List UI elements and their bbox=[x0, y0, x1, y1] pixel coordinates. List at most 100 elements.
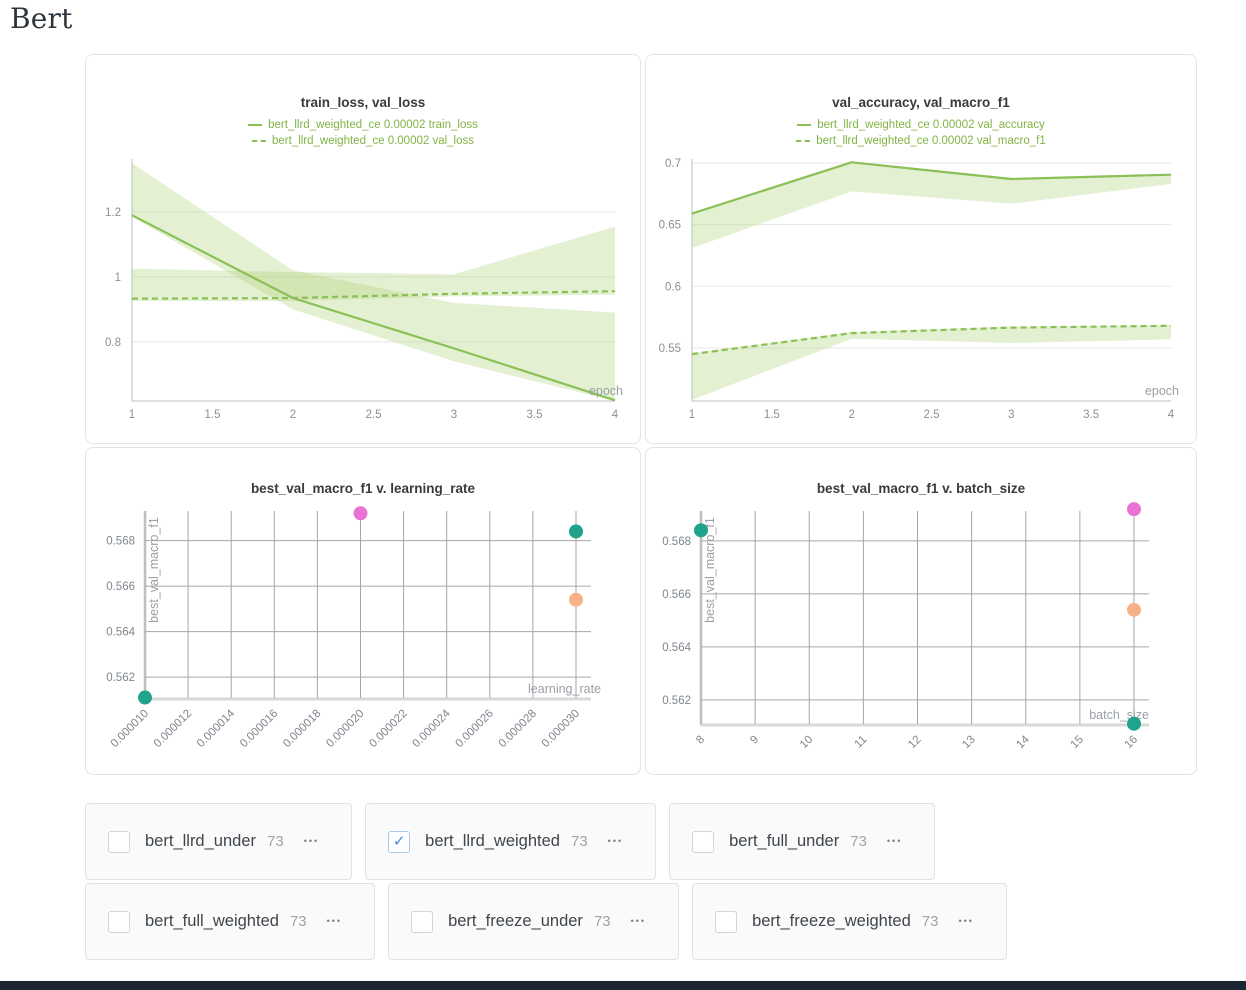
dashed-line-swatch-icon bbox=[251, 140, 266, 142]
val-accuracy-val-macro-f1-chart-canvas[interactable]: 0.55 0.6 0.65 0.7 1 1.5 2 2.5 3 3.5 4 epoch bbox=[646, 55, 1196, 443]
run-count-badge: 73 bbox=[850, 833, 867, 850]
run-card-bert_llrd_weighted[interactable]: ✓ bert_llrd_weighted 73 ••• bbox=[365, 803, 657, 880]
series-line-val_macro_f1[interactable] bbox=[691, 324, 1172, 356]
x-tick-label: 3.5 bbox=[1083, 409, 1099, 421]
y-axis-title: best_val_macro_f1 bbox=[147, 517, 161, 623]
legend-label: bert_llrd_weighted_ce 0.00002 train_loss bbox=[268, 119, 478, 131]
run-count-badge: 73 bbox=[289, 913, 307, 930]
checkbox-unchecked-icon[interactable] bbox=[715, 910, 738, 933]
run-card-bert_full_under[interactable]: bert_full_under 73 ••• bbox=[669, 803, 936, 880]
scatter-point-salmon[interactable] bbox=[569, 592, 583, 607]
x-tick-label: 11 bbox=[853, 734, 870, 751]
run-name[interactable]: bert_llrd_weighted bbox=[425, 832, 560, 850]
legend-item[interactable]: bert_llrd_weighted_ce 0.00002 val_macro_… bbox=[796, 133, 1046, 149]
run-card-bert_full_weighted[interactable]: bert_full_weighted 73 ••• bbox=[85, 883, 376, 960]
checkbox-unchecked-icon[interactable] bbox=[108, 910, 130, 933]
x-tick-label: 8 bbox=[694, 734, 707, 747]
x-tick-label: 10 bbox=[798, 734, 816, 752]
scatter-point-teal[interactable] bbox=[138, 690, 152, 705]
x-tick-label: 2.5 bbox=[366, 409, 382, 421]
x-tick-label: 0.000028 bbox=[497, 708, 539, 750]
page-title: Bert bbox=[10, 2, 73, 35]
series-band-val_accuracy bbox=[692, 162, 1171, 249]
x-tick-label: 1 bbox=[129, 409, 135, 421]
legend-item[interactable]: bert_llrd_weighted_ce 0.00002 train_loss bbox=[248, 117, 478, 133]
run-selector: bert_llrd_under 73 ••• ✓ bert_llrd_weighted 7… bbox=[85, 803, 1007, 960]
y-tick-label: 0.566 bbox=[106, 581, 135, 593]
overflow-menu-icon[interactable]: ••• bbox=[303, 836, 320, 846]
y-tick-label: 0.562 bbox=[106, 672, 135, 684]
chart-title: best_val_macro_f1 v. batch_size bbox=[816, 481, 1026, 496]
legend-label: bert_llrd_weighted_ce 0.00002 val_accura… bbox=[817, 119, 1045, 131]
scatter-point-teal[interactable] bbox=[694, 523, 708, 538]
run-name[interactable]: bert_full_weighted bbox=[145, 912, 279, 930]
x-tick-label: 2 bbox=[290, 409, 296, 421]
train-loss-val-loss-chart-canvas[interactable]: 0.8 1 1.2 1 1.5 2 2.5 3 3.5 4 epoch bbox=[86, 55, 640, 443]
x-tick-label: 12 bbox=[906, 734, 924, 752]
y-tick-label: 0.8 bbox=[105, 337, 121, 349]
overflow-menu-icon[interactable]: ••• bbox=[630, 916, 647, 926]
x-tick-label: 1 bbox=[689, 409, 695, 421]
x-tick-label: 0.000022 bbox=[367, 708, 409, 750]
x-tick-label: 0.000018 bbox=[281, 708, 323, 750]
x-tick-label: 15 bbox=[1068, 734, 1086, 752]
chart-card-train-loss-val-loss: train_loss, val_loss bert_llrd_weighted_… bbox=[85, 54, 641, 444]
scatter-point-magenta[interactable] bbox=[353, 506, 368, 521]
x-axis-title: learning_rate bbox=[528, 682, 601, 696]
x-tick-label: 2.5 bbox=[924, 409, 940, 421]
run-name[interactable]: bert_freeze_weighted bbox=[752, 912, 911, 930]
chart-title: best_val_macro_f1 v. learning_rate bbox=[250, 481, 476, 496]
x-axis-title: batch_size bbox=[1089, 708, 1149, 722]
run-card-bert_freeze_weighted[interactable]: bert_freeze_weighted 73 ••• bbox=[692, 883, 1007, 960]
x-tick-label: 1.5 bbox=[205, 409, 221, 421]
overflow-menu-icon[interactable]: ••• bbox=[607, 836, 624, 846]
x-tick-label: 0.000026 bbox=[454, 708, 496, 750]
y-tick-label: 0.564 bbox=[106, 627, 135, 639]
checkbox-unchecked-icon[interactable] bbox=[411, 910, 434, 933]
x-tick-label: 0.000030 bbox=[540, 708, 582, 750]
checkbox-unchecked-icon[interactable] bbox=[692, 830, 715, 853]
x-tick-label: 0.000012 bbox=[152, 708, 194, 750]
run-card-bert_freeze_under[interactable]: bert_freeze_under 73 ••• bbox=[388, 883, 680, 960]
x-tick-label: 0.000014 bbox=[195, 707, 238, 750]
scatter-point-teal[interactable] bbox=[1127, 716, 1141, 731]
chart-title: train_loss, val_loss bbox=[300, 95, 426, 110]
x-tick-label: 3 bbox=[1008, 409, 1014, 421]
series-line-train_loss[interactable] bbox=[131, 214, 616, 402]
scatter-point-teal[interactable] bbox=[569, 524, 583, 539]
overflow-menu-icon[interactable]: ••• bbox=[326, 916, 343, 926]
bottom-bar bbox=[0, 981, 1246, 990]
checkbox-unchecked-icon[interactable] bbox=[108, 830, 130, 853]
run-card-bert_llrd_under[interactable]: bert_llrd_under 73 ••• bbox=[85, 803, 353, 880]
chart-card-f1-vs-batch-size: best_val_macro_f1 v. batch_size 8 9 10 11 12… bbox=[645, 447, 1197, 775]
scatter-point-magenta[interactable] bbox=[1127, 502, 1141, 517]
x-tick-label: 16 bbox=[1123, 734, 1141, 752]
run-count-badge: 73 bbox=[267, 833, 284, 850]
legend-item[interactable]: bert_llrd_weighted_ce 0.00002 val_accura… bbox=[797, 117, 1045, 133]
overflow-menu-icon[interactable]: ••• bbox=[886, 836, 903, 846]
run-count-badge: 73 bbox=[570, 833, 588, 850]
x-tick-label: 9 bbox=[748, 734, 761, 747]
run-name[interactable]: bert_full_under bbox=[729, 832, 840, 850]
series-line-val_accuracy[interactable] bbox=[691, 161, 1172, 215]
y-tick-label: 0.65 bbox=[659, 220, 681, 232]
x-tick-label: 0.000016 bbox=[238, 708, 280, 750]
dashed-line-swatch-icon bbox=[796, 140, 811, 142]
y-tick-label: 0.566 bbox=[662, 589, 691, 601]
run-name[interactable]: bert_llrd_under bbox=[145, 832, 256, 850]
y-tick-label: 0.562 bbox=[662, 695, 691, 707]
chart-legend: bert_llrd_weighted_ce 0.00002 train_loss… bbox=[86, 117, 640, 149]
checkbox-checked-icon[interactable]: ✓ bbox=[388, 830, 411, 853]
x-tick-label: 4 bbox=[612, 409, 619, 421]
overflow-menu-icon[interactable]: ••• bbox=[958, 916, 974, 926]
scatter-point-salmon[interactable] bbox=[1127, 602, 1141, 617]
legend-item[interactable]: bert_llrd_weighted_ce 0.00002 val_loss bbox=[251, 133, 475, 149]
x-axis-title: epoch bbox=[589, 384, 623, 398]
series-band-val_loss bbox=[132, 226, 615, 301]
run-name[interactable]: bert_freeze_under bbox=[448, 912, 583, 930]
legend-label: bert_llrd_weighted_ce 0.00002 val_loss bbox=[271, 135, 475, 147]
series-line-val_loss[interactable] bbox=[131, 290, 616, 300]
f1-vs-learning-rate-chart-canvas[interactable]: 0.000010 0.000012 0.000014 0.000016 0.000018… bbox=[86, 448, 640, 774]
